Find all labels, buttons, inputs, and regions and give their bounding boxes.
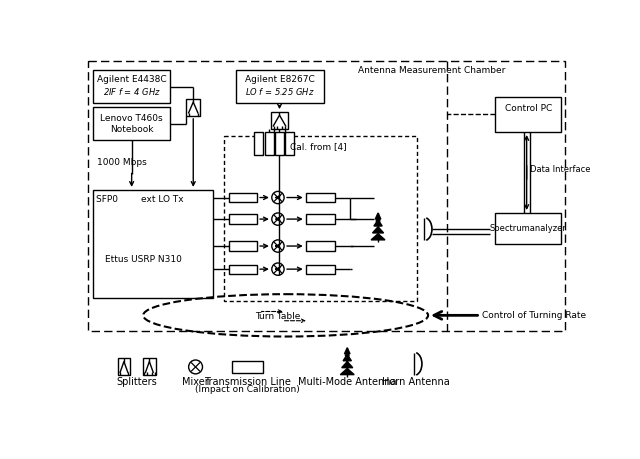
Text: Multi-Mode Antenna: Multi-Mode Antenna — [298, 377, 397, 387]
Text: Control of Turning Rate: Control of Turning Rate — [482, 311, 586, 320]
Bar — [265, 132, 274, 155]
Bar — [93, 71, 170, 103]
Bar — [186, 99, 200, 116]
Text: 2IF $f$ = 4 GHz: 2IF $f$ = 4 GHz — [102, 86, 161, 97]
Bar — [495, 213, 561, 244]
Bar — [306, 241, 335, 251]
Text: Control PC: Control PC — [504, 105, 552, 113]
Polygon shape — [340, 369, 354, 375]
Polygon shape — [375, 213, 381, 219]
Polygon shape — [342, 362, 353, 368]
Bar — [230, 214, 257, 224]
Text: Antenna Measurement Chamber: Antenna Measurement Chamber — [358, 66, 506, 75]
Bar — [224, 136, 417, 302]
Text: 1000 Mbps: 1000 Mbps — [97, 158, 147, 168]
Text: (Impact on Calibration): (Impact on Calibration) — [195, 385, 300, 394]
Text: Horn Antenna: Horn Antenna — [382, 377, 450, 387]
Text: LO $f$ = 5.25 GHz: LO $f$ = 5.25 GHz — [244, 86, 314, 97]
Bar — [230, 264, 257, 274]
Bar — [143, 358, 156, 375]
Text: Agilent E4438C: Agilent E4438C — [97, 75, 166, 84]
Bar — [93, 107, 170, 140]
Bar — [254, 132, 263, 155]
Bar — [275, 132, 284, 155]
Text: Ettus USRP N310: Ettus USRP N310 — [105, 255, 182, 263]
Bar — [495, 97, 561, 132]
Bar — [271, 112, 288, 129]
Text: Notebook: Notebook — [110, 125, 154, 134]
Bar — [236, 71, 324, 103]
Bar — [306, 193, 335, 202]
Text: Transmission Line: Transmission Line — [204, 377, 291, 387]
Polygon shape — [374, 220, 382, 226]
Bar — [230, 193, 257, 202]
Bar — [88, 61, 565, 331]
Bar — [118, 358, 130, 375]
Bar — [230, 241, 257, 251]
Bar — [232, 361, 262, 373]
Text: Data Interface: Data Interface — [531, 164, 591, 174]
Text: Spectrumanalyzer: Spectrumanalyzer — [490, 224, 566, 233]
Bar — [285, 132, 294, 155]
Text: Cal. from [4]: Cal. from [4] — [289, 142, 346, 151]
Polygon shape — [371, 234, 385, 240]
Bar — [306, 214, 335, 224]
Polygon shape — [372, 227, 383, 233]
Polygon shape — [343, 355, 351, 361]
Text: Splitters: Splitters — [116, 377, 157, 387]
Bar — [306, 264, 335, 274]
Text: Turn Table: Turn Table — [255, 313, 301, 321]
Text: Mixer: Mixer — [182, 377, 209, 387]
Polygon shape — [344, 347, 350, 354]
Text: Agilent E8267C: Agilent E8267C — [244, 75, 314, 84]
Text: SFP0        ext LO Tx: SFP0 ext LO Tx — [95, 196, 183, 204]
Text: Lenovo T460s: Lenovo T460s — [100, 114, 163, 123]
Bar — [93, 190, 212, 297]
